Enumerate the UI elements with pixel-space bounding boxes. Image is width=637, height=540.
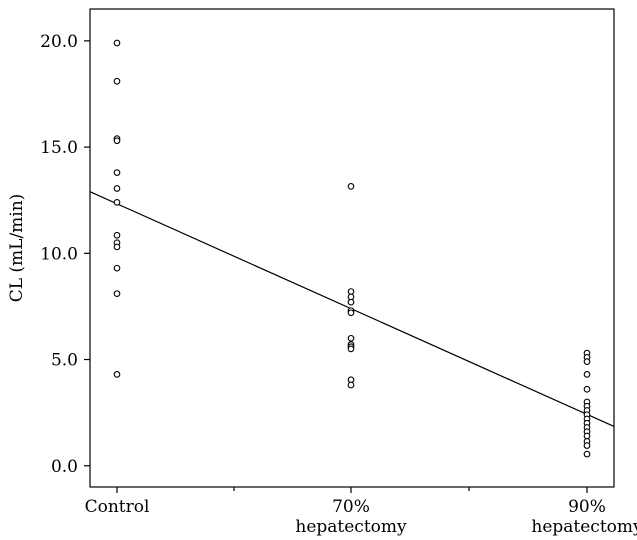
y-tick-label: 5.0 bbox=[51, 351, 78, 371]
data-point bbox=[113, 231, 121, 239]
x-tick-label: hepatectomy bbox=[531, 517, 637, 537]
data-point bbox=[113, 198, 121, 206]
data-point bbox=[347, 381, 355, 389]
data-point bbox=[347, 293, 355, 301]
data-point bbox=[347, 183, 355, 190]
data-point bbox=[113, 137, 121, 145]
data-point bbox=[347, 288, 355, 295]
data-point bbox=[583, 450, 591, 458]
y-tick-label: 15.0 bbox=[40, 138, 78, 158]
data-point bbox=[347, 298, 355, 306]
data-point bbox=[113, 169, 121, 176]
data-point bbox=[113, 39, 121, 47]
data-point bbox=[113, 371, 121, 378]
y-tick-label: 20.0 bbox=[40, 32, 78, 52]
data-point bbox=[113, 264, 121, 272]
x-tick-label: 90% bbox=[568, 497, 606, 517]
x-tick-label: 70% bbox=[332, 497, 370, 517]
data-point bbox=[583, 371, 591, 378]
data-point bbox=[113, 185, 121, 192]
x-tick-label: Control bbox=[85, 497, 150, 517]
data-point bbox=[583, 358, 591, 366]
data-point bbox=[583, 432, 591, 440]
data-point bbox=[347, 345, 355, 353]
x-tick-label: hepatectomy bbox=[295, 517, 407, 537]
data-point bbox=[347, 309, 355, 317]
y-axis-label: CL (mL/min) bbox=[7, 194, 27, 303]
data-point bbox=[113, 77, 121, 85]
y-tick-label: 10.0 bbox=[40, 244, 78, 264]
plot-frame bbox=[89, 8, 615, 488]
y-axis: 0.0 5.0 10.0 15.0 20.0 bbox=[40, 32, 90, 477]
data-point bbox=[113, 243, 121, 251]
data-point bbox=[347, 376, 355, 384]
data-points bbox=[113, 39, 591, 458]
data-point bbox=[583, 385, 591, 393]
data-point bbox=[113, 290, 121, 298]
data-point bbox=[583, 442, 591, 449]
y-tick-label: 0.0 bbox=[51, 457, 78, 477]
data-point bbox=[347, 334, 355, 342]
